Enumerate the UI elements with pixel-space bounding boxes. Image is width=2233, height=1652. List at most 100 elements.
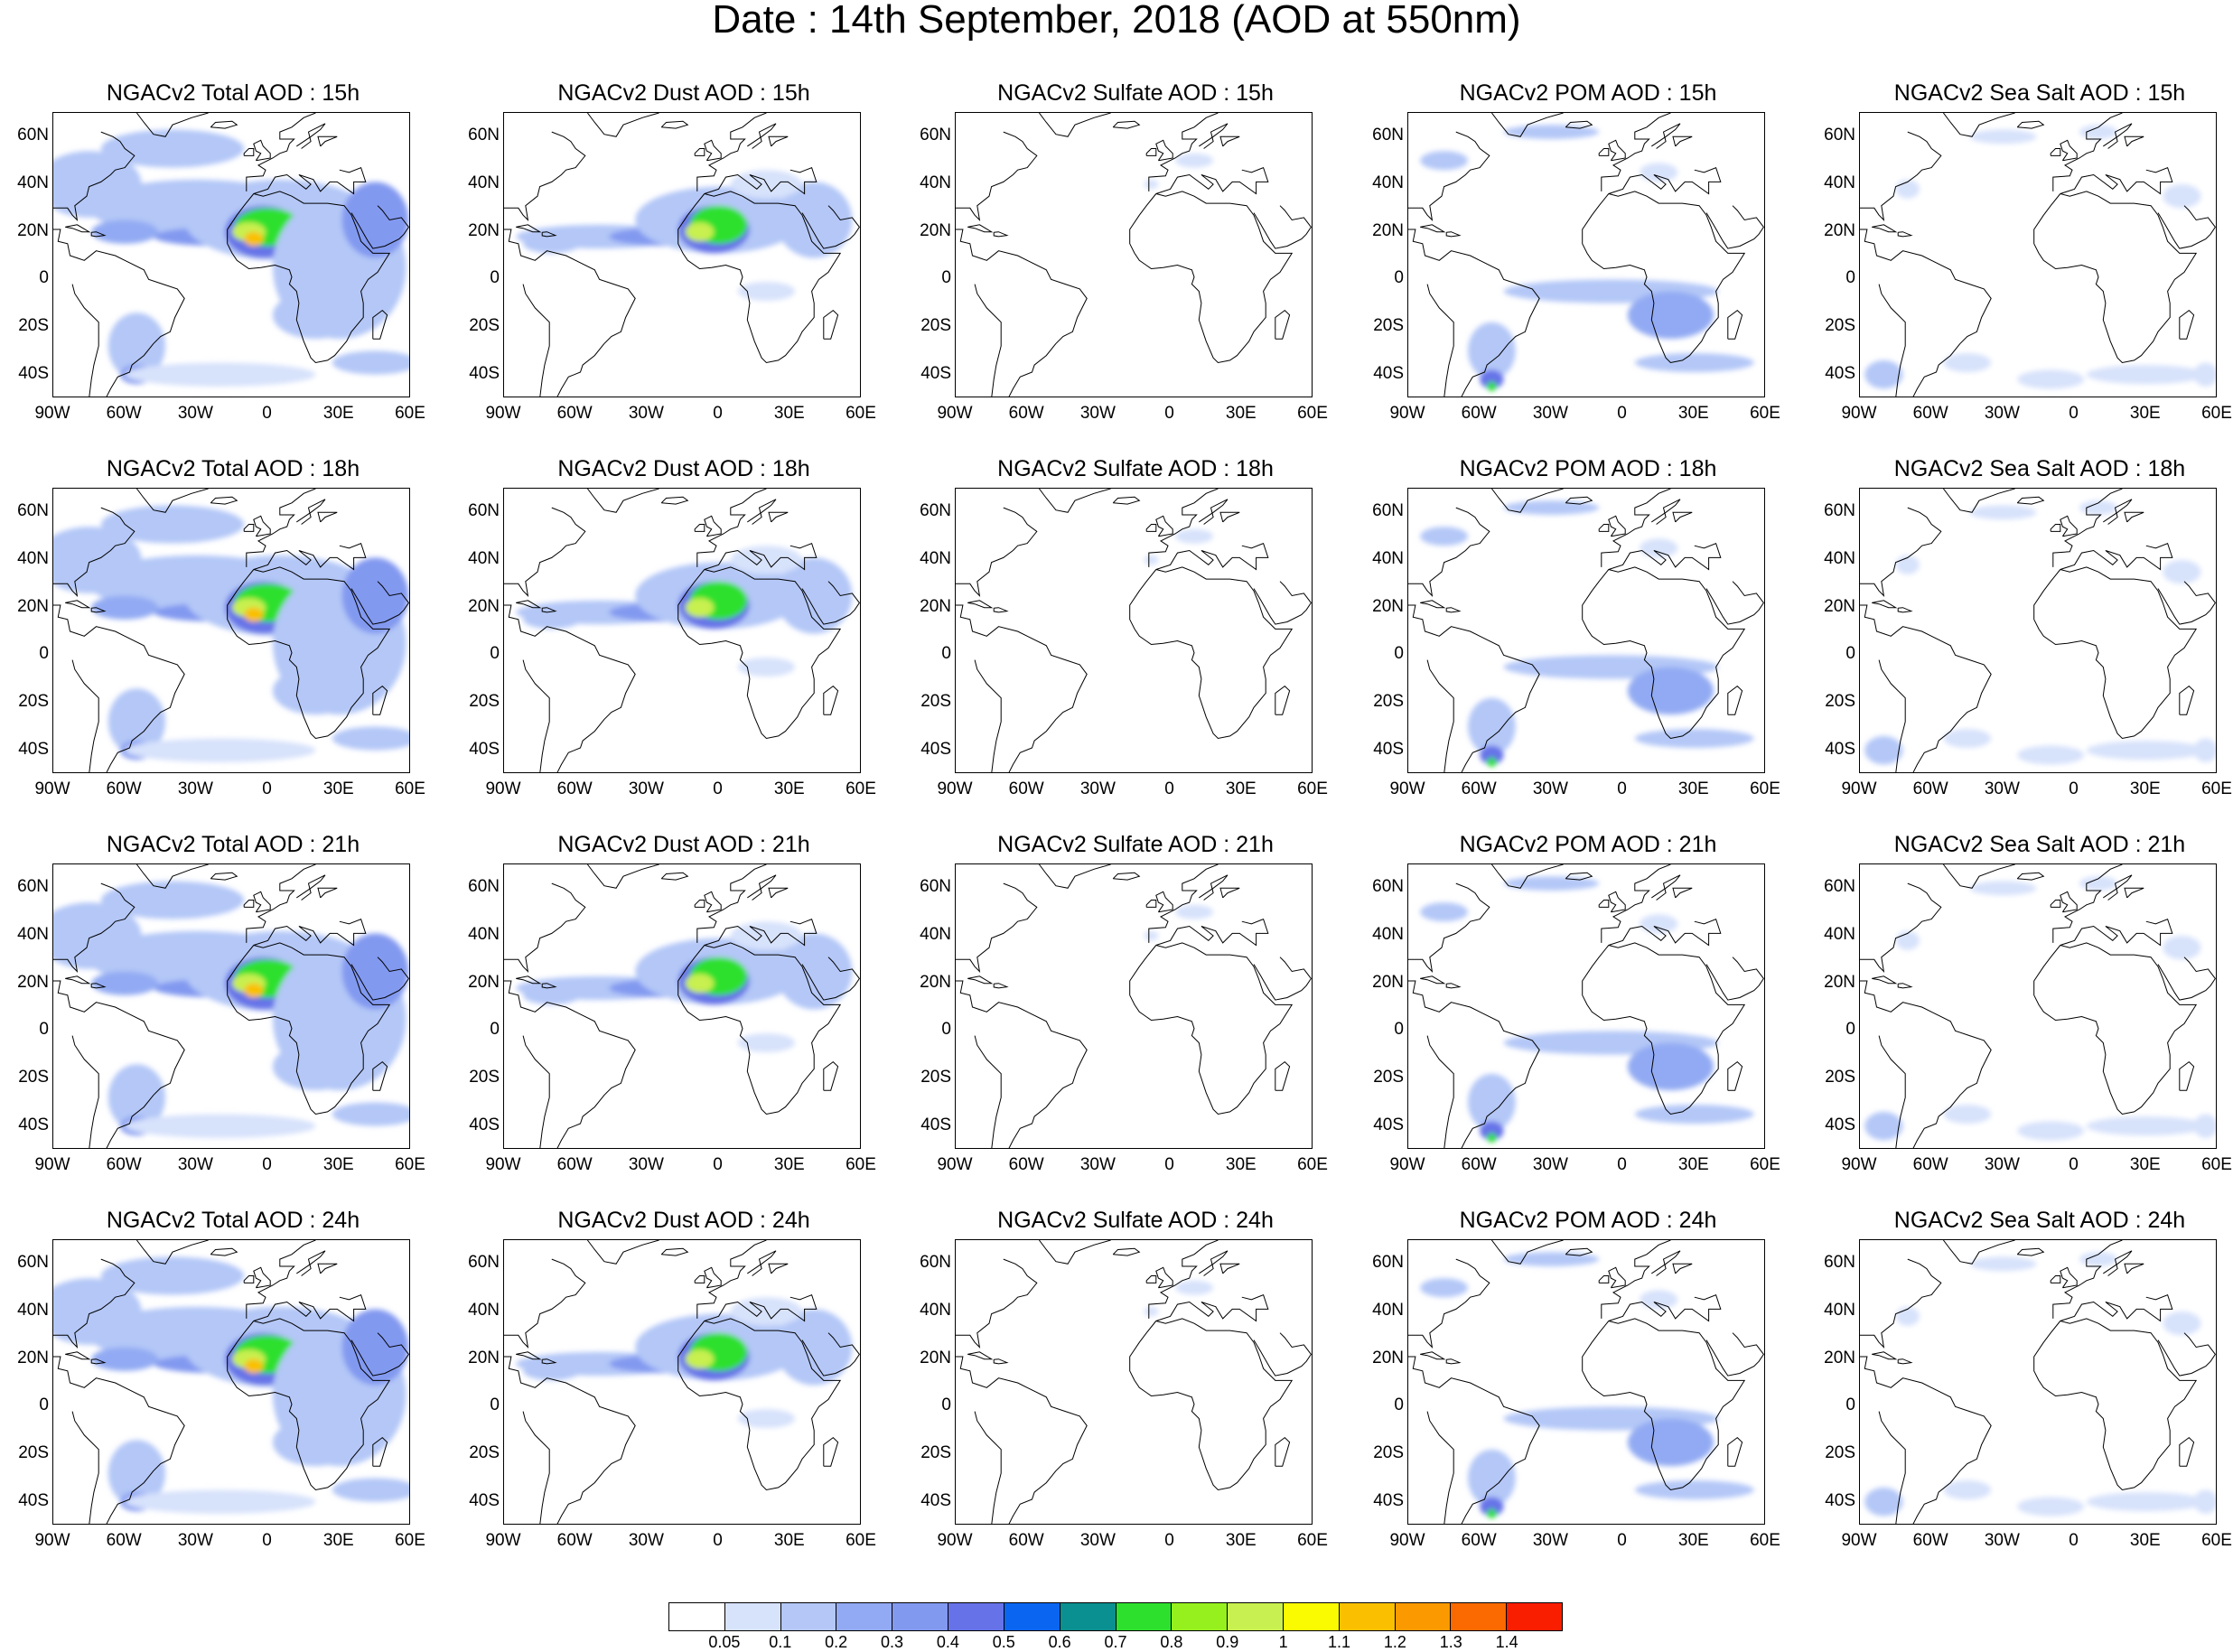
aod-map [1408, 1240, 1764, 1524]
colorbar-tick-label: 1 [1278, 1633, 1288, 1651]
coastline [522, 659, 550, 772]
coastline [1219, 1263, 1240, 1274]
coastline [541, 1358, 557, 1365]
aod-contour [1627, 1042, 1714, 1091]
aod-contour [685, 222, 715, 242]
aod-contour [1480, 369, 1504, 389]
lon-tick-label: 60W [1461, 404, 1497, 423]
aod-contour [1943, 352, 1992, 373]
map-frame [503, 488, 861, 773]
coastline [956, 1258, 1038, 1349]
coastline [210, 872, 238, 881]
lat-tick-label: 0 [490, 1395, 500, 1415]
coastline [1039, 489, 1111, 513]
aod-map [956, 489, 1312, 772]
aod-contour [1144, 179, 1159, 190]
coastline [704, 1266, 722, 1289]
coastline [1129, 942, 1294, 1115]
aod-contour [2079, 500, 2118, 515]
aod-contour [1144, 1306, 1159, 1317]
coastline [504, 1258, 586, 1349]
lat-tick-label: 40S [1825, 739, 1855, 759]
lat-tick-label: 60N [1372, 126, 1404, 145]
map-frame [1859, 1239, 2217, 1525]
coastline [1426, 1411, 1454, 1524]
lon-tick-label: 30E [1225, 1531, 1257, 1550]
aod-field [516, 921, 853, 1053]
coastline [1155, 139, 1173, 162]
coastline [2052, 1240, 2123, 1319]
colorbar-swatch [1060, 1603, 1116, 1630]
lon-tick-label: 60E [1297, 1531, 1328, 1550]
coastlines [53, 489, 409, 772]
coastline [1148, 1240, 1219, 1319]
coastline [1705, 957, 1764, 1001]
colorbar-swatch [892, 1603, 949, 1630]
coastline [243, 524, 255, 532]
coastlines [956, 864, 1312, 1148]
aod-contour [1627, 291, 1714, 340]
panel-title: NGACv2 Sulfate AOD : 18h [997, 456, 1274, 481]
lon-tick-label: 90W [1841, 1531, 1877, 1550]
lat-tick-label: 20S [18, 692, 49, 711]
lat-tick-label: 20N [1824, 972, 1855, 992]
coastline [967, 975, 994, 985]
map-frame [1407, 112, 1765, 397]
lon-tick-label: 30W [628, 1531, 664, 1550]
coastline [504, 1356, 636, 1524]
lat-tick-label: 20S [920, 316, 951, 335]
lat-tick-label: 0 [39, 1020, 49, 1040]
lon-tick-label: 30W [177, 404, 213, 423]
aod-contour [523, 985, 581, 1005]
coastline [1155, 166, 1269, 195]
coastline [1943, 489, 2015, 513]
lat-tick-label: 0 [941, 268, 951, 288]
aod-contour [100, 1256, 245, 1295]
coastline [2016, 872, 2045, 881]
coastline [1860, 882, 1942, 973]
lon-tick-label: 60W [1461, 1155, 1497, 1174]
coastline [1408, 1356, 1540, 1524]
coastline [2103, 1250, 2133, 1276]
coastline [1872, 975, 1898, 985]
coastline [1199, 1250, 1229, 1276]
coastline [1145, 524, 1157, 532]
coastline [53, 507, 135, 597]
lon-tick-label: 0 [262, 1531, 272, 1550]
coastlines [1408, 489, 1764, 772]
panel-title: NGACv2 Sulfate AOD : 15h [997, 80, 1274, 106]
lon-tick-label: 60E [2201, 404, 2232, 423]
aod-contour [272, 1042, 359, 1091]
lat-tick-label: 40N [468, 549, 500, 568]
coastline [1148, 113, 1219, 191]
aod-contour [244, 607, 264, 622]
coastline [1408, 604, 1540, 772]
coastline [296, 123, 326, 149]
panel-title: NGACv2 Sea Salt AOD : 18h [1893, 456, 2186, 481]
coastline [1872, 600, 1898, 609]
colorbar-tick-label: 1.3 [1439, 1633, 1462, 1651]
aod-contour [1144, 930, 1159, 941]
aod-contour [1468, 697, 1516, 755]
aod-contour [1640, 914, 1678, 934]
coastline [1565, 1247, 1593, 1256]
coastline [660, 496, 689, 505]
lat-tick-label: 0 [941, 1395, 951, 1415]
coastline [522, 1411, 550, 1524]
lon-tick-label: 30E [1225, 1155, 1257, 1174]
coastline [253, 515, 271, 537]
coastline [1275, 1060, 1291, 1091]
aod-contour [1627, 1418, 1714, 1467]
aod-contour [2079, 125, 2118, 139]
coastline [1943, 1240, 2015, 1265]
coastline [372, 1436, 388, 1467]
lon-tick-label: 30E [1225, 404, 1257, 423]
lat-tick-label: 60N [1372, 501, 1404, 521]
coastline [253, 139, 271, 162]
coastline [974, 284, 1002, 397]
lon-tick-label: 60E [846, 1155, 876, 1174]
lon-tick-label: 30W [1984, 404, 2020, 423]
coastline [65, 1351, 91, 1360]
lon-tick-label: 0 [2069, 404, 2079, 423]
coastline [1565, 120, 1593, 129]
